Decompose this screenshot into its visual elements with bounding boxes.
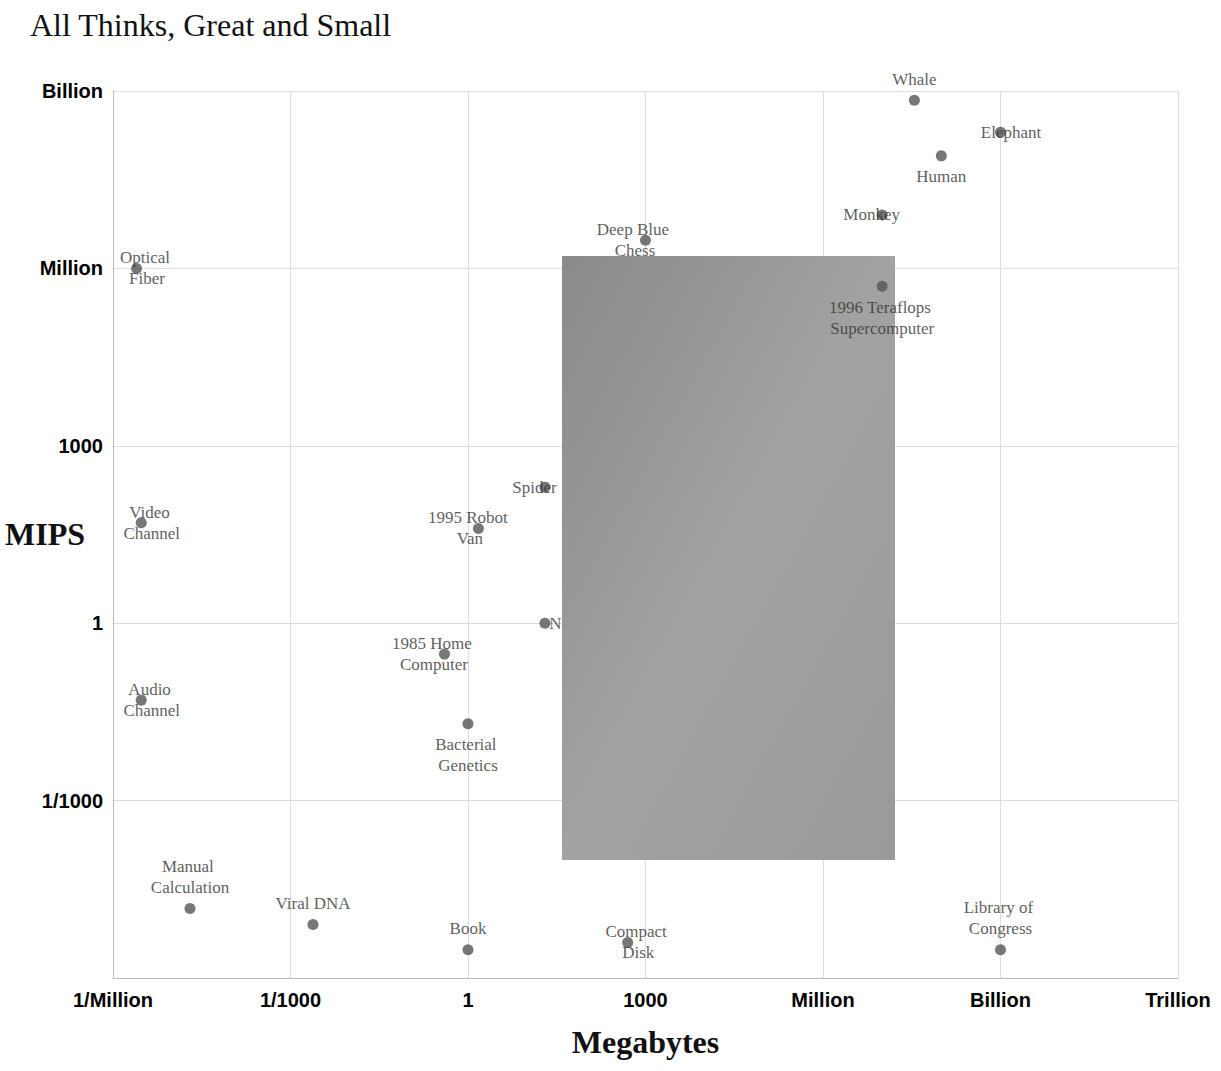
svg-text:Audio: Audio	[128, 680, 175, 699]
svg-text:Calculation: Calculation	[151, 878, 230, 897]
svg-text:Fiber: Fiber	[129, 269, 165, 288]
svg-text:Book: Book	[450, 919, 487, 938]
svg-text:Monkey: Monkey	[843, 205, 900, 224]
svg-text:Elephant: Elephant	[981, 123, 1042, 142]
svg-text:Disk: Disk	[622, 943, 655, 962]
svg-text:Supercomputer: Supercomputer	[830, 319, 934, 338]
svg-text:1/Million: 1/Million	[73, 989, 153, 1011]
svg-text:Channel: Channel	[123, 524, 180, 543]
svg-text:Billion: Billion	[970, 989, 1031, 1011]
svg-text:1/1000: 1/1000	[42, 790, 103, 812]
svg-text:Manual: Manual	[162, 857, 218, 876]
svg-text:Whale: Whale	[892, 70, 936, 89]
svg-text:Billion: Billion	[42, 80, 103, 102]
svg-text:1985 Home: 1985 Home	[392, 634, 476, 653]
svg-text:1: 1	[92, 612, 103, 634]
svg-text:Optical: Optical	[120, 248, 174, 267]
svg-text:Human: Human	[916, 167, 967, 186]
svg-text:MIPS: MIPS	[5, 516, 85, 552]
svg-text:Computer: Computer	[400, 655, 468, 674]
svg-text:Million: Million	[40, 257, 103, 279]
svg-text:Million: Million	[791, 989, 854, 1011]
svg-text:1: 1	[462, 989, 473, 1011]
svg-text:Congress: Congress	[969, 919, 1032, 938]
svg-text:Video: Video	[129, 503, 174, 522]
svg-text:Deep Blue: Deep Blue	[597, 220, 673, 239]
svg-text:Bacterial: Bacterial	[435, 735, 501, 754]
svg-text:1000: 1000	[623, 989, 668, 1011]
svg-text:Viral DNA: Viral DNA	[275, 894, 351, 913]
svg-text:Chess: Chess	[615, 241, 656, 260]
svg-text:1/1000: 1/1000	[260, 989, 321, 1011]
svg-text:Genetics: Genetics	[438, 756, 497, 775]
svg-text:All Thinks, Great and Small: All Thinks, Great and Small	[30, 7, 391, 43]
svg-text:Compact: Compact	[605, 922, 671, 941]
svg-text:Van: Van	[453, 529, 484, 548]
svg-text:1995 Robot: 1995 Robot	[428, 508, 508, 527]
svg-text:Megabytes: Megabytes	[572, 1024, 720, 1060]
svg-text:Channel: Channel	[123, 701, 180, 720]
svg-text:Spider: Spider	[512, 478, 557, 497]
svg-text:N: N	[549, 614, 561, 633]
svg-text:Library of: Library of	[964, 898, 1038, 917]
svg-text:1000: 1000	[59, 435, 104, 457]
svg-text:1996 Teraflops: 1996 Teraflops	[829, 298, 935, 317]
svg-text:Trillion: Trillion	[1145, 989, 1211, 1011]
